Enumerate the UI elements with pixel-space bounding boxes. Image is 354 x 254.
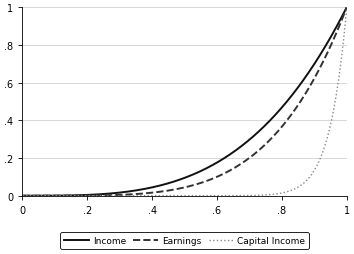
Earnings xyxy=(152,191,156,194)
Capital Income xyxy=(345,7,349,10)
Income xyxy=(163,183,167,186)
Earnings xyxy=(345,7,349,10)
Line: Capital Income: Capital Income xyxy=(22,8,347,196)
Income xyxy=(53,194,58,197)
Earnings xyxy=(20,194,24,197)
Income xyxy=(243,142,247,145)
Legend: Income, Earnings, Capital Income: Income, Earnings, Capital Income xyxy=(60,232,309,248)
Income xyxy=(279,107,283,110)
Earnings xyxy=(279,126,283,130)
Earnings xyxy=(273,133,278,136)
Earnings xyxy=(163,190,167,193)
Line: Income: Income xyxy=(22,8,347,196)
Line: Earnings: Earnings xyxy=(22,8,347,196)
Capital Income xyxy=(53,194,58,197)
Capital Income xyxy=(243,194,247,197)
Capital Income xyxy=(163,194,167,197)
Capital Income xyxy=(273,193,278,196)
Earnings xyxy=(243,160,247,163)
Income xyxy=(345,7,349,10)
Capital Income xyxy=(20,194,24,197)
Capital Income xyxy=(279,192,283,195)
Income xyxy=(20,194,24,197)
Earnings xyxy=(53,194,58,197)
Income xyxy=(273,114,278,117)
Capital Income xyxy=(152,194,156,197)
Income xyxy=(152,186,156,189)
